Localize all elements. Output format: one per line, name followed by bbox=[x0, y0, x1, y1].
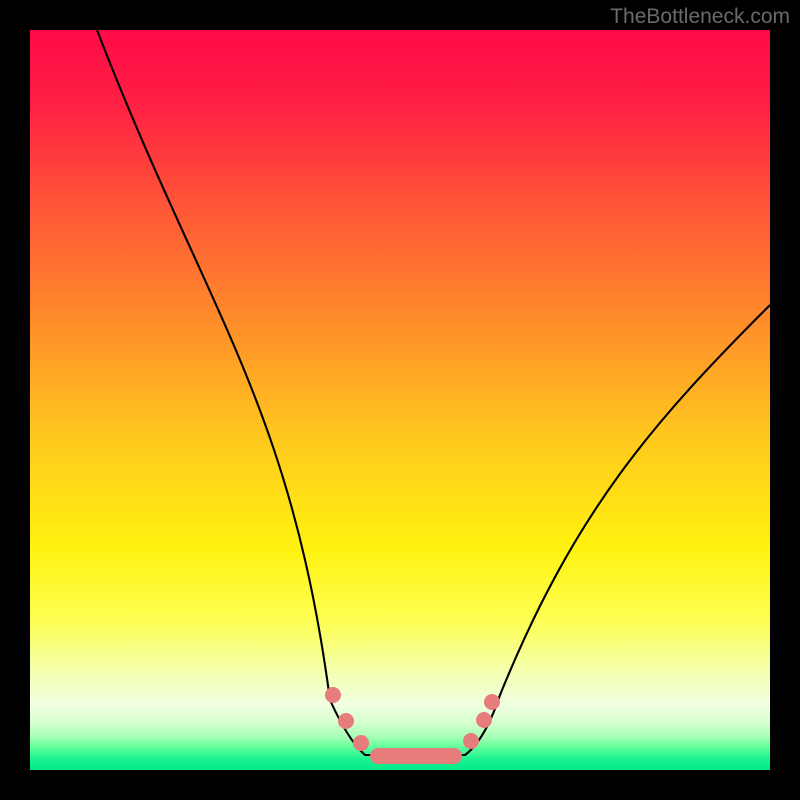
curve-marker-dot bbox=[338, 713, 354, 729]
curve-marker-dot bbox=[325, 687, 341, 703]
curve-marker-dot bbox=[484, 694, 500, 710]
plot-area bbox=[30, 30, 770, 770]
watermark-text: TheBottleneck.com bbox=[610, 5, 790, 29]
chart-container: TheBottleneck.com bbox=[0, 0, 800, 800]
curve-marker-dot bbox=[476, 712, 492, 728]
bottleneck-chart bbox=[0, 0, 800, 800]
curve-marker-dot bbox=[463, 733, 479, 749]
curve-marker-dot bbox=[353, 735, 369, 751]
valley-bar-marker bbox=[370, 748, 462, 764]
